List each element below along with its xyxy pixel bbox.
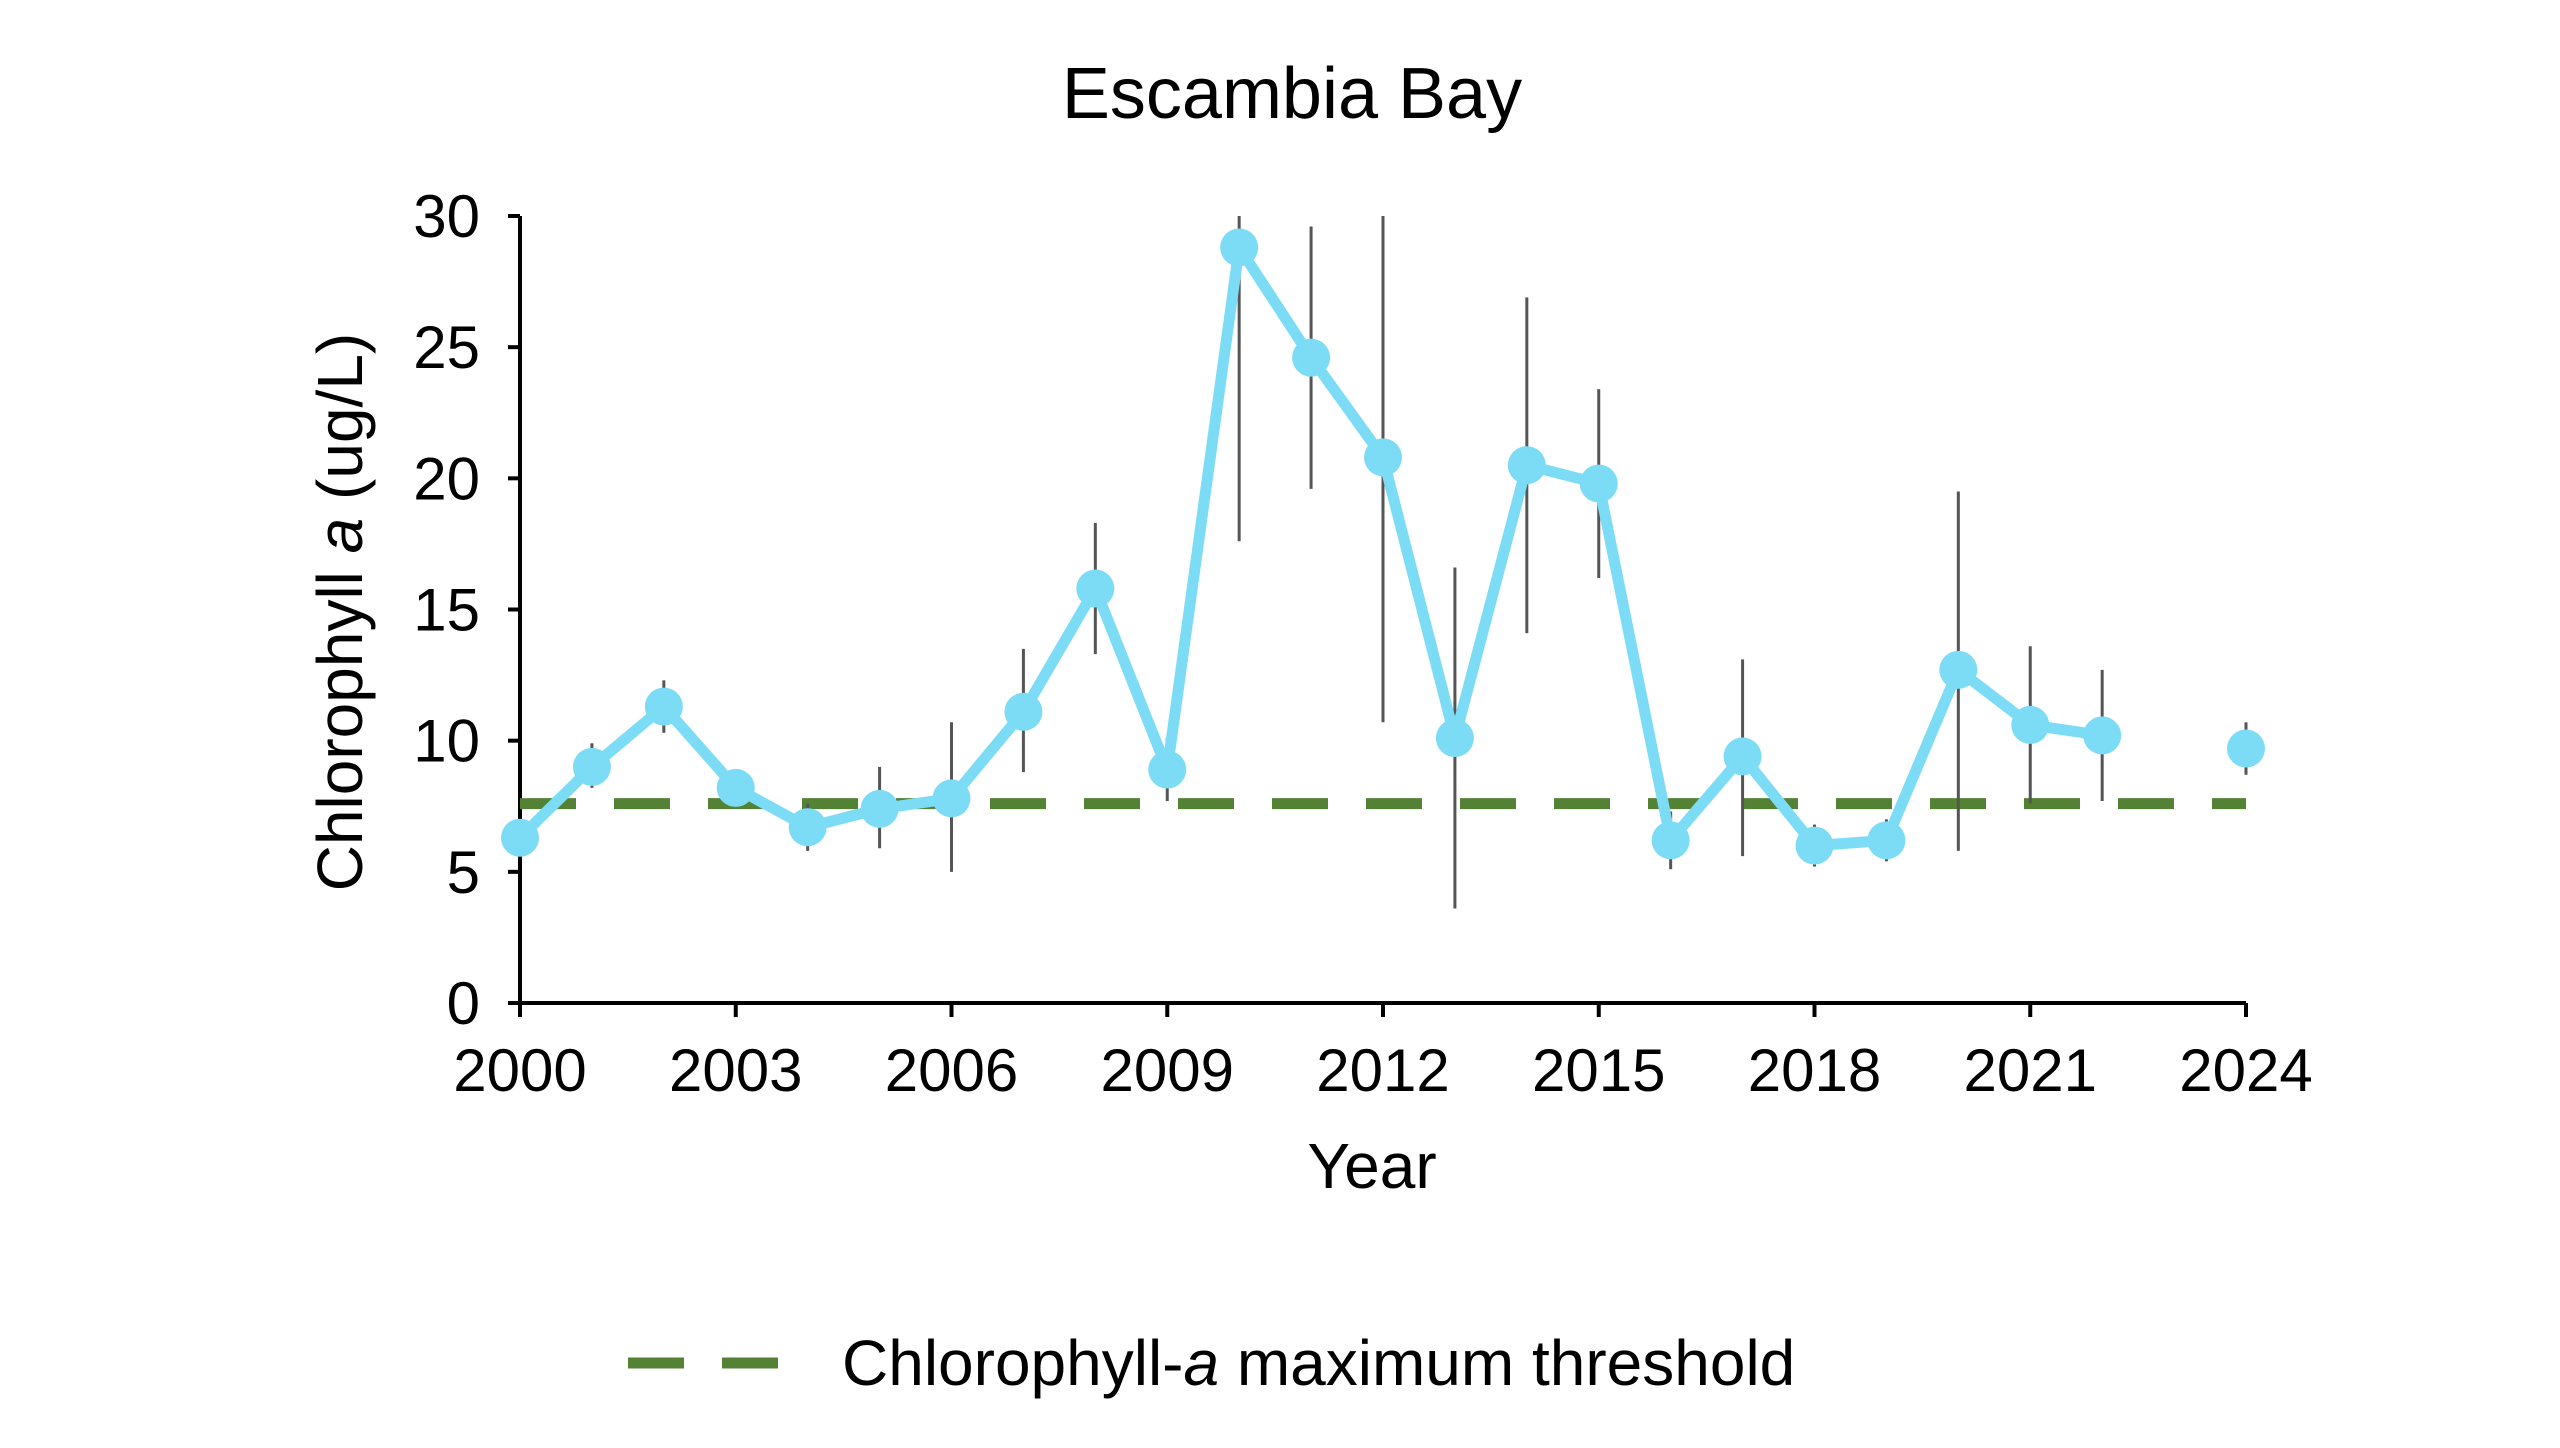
x-tick-label: 2024 — [2179, 1037, 2312, 1104]
y-tick-label: 10 — [413, 708, 480, 775]
x-tick-label: 2018 — [1748, 1037, 1881, 1104]
legend-label-italic: a — [1183, 1327, 1219, 1399]
legend-label-suffix: maximum threshold — [1219, 1327, 1795, 1399]
data-point — [1148, 750, 1187, 789]
data-point — [2227, 729, 2265, 768]
data-point — [932, 779, 971, 818]
data-point — [1220, 228, 1259, 267]
data-point — [1004, 692, 1043, 731]
y-tick-label: 15 — [413, 577, 480, 644]
data-point — [1435, 719, 1474, 758]
data-point — [788, 808, 827, 847]
legend: Chlorophyll-a maximum threshold — [628, 1327, 1795, 1399]
x-tick-label: 2000 — [453, 1037, 586, 1104]
data-point — [860, 789, 899, 828]
data-point — [1723, 737, 1762, 776]
y-tick-label: 25 — [413, 314, 480, 381]
data-point — [644, 687, 683, 726]
y-tick-label: 0 — [447, 970, 480, 1037]
data-point — [1292, 338, 1331, 377]
chart-title: Escambia Bay — [1062, 54, 1522, 134]
x-tick-label: 2012 — [1316, 1037, 1449, 1104]
y-ticks: 0 5 10 15 20 25 30 — [413, 183, 520, 1037]
data-point — [1364, 438, 1402, 477]
x-axis-label: Year — [1307, 1130, 1436, 1202]
data-point — [2083, 716, 2122, 755]
data-point — [1076, 569, 1115, 608]
data-point — [1507, 446, 1546, 485]
y-axis-label-prefix: Chlorophyll — [304, 553, 376, 891]
data-point — [501, 818, 539, 857]
data-point — [1939, 650, 1978, 689]
y-axis-label: Chlorophyll a (ug/L) — [304, 333, 376, 892]
x-tick-label: 2015 — [1532, 1037, 1665, 1104]
y-tick-label: 20 — [413, 445, 480, 512]
legend-threshold-label: Chlorophyll-a maximum threshold — [842, 1327, 1795, 1399]
x-tick-label: 2003 — [669, 1037, 802, 1104]
x-tick-label: 2006 — [885, 1037, 1018, 1104]
data-point — [716, 768, 755, 807]
x-tick-label: 2021 — [1964, 1037, 2097, 1104]
data-point — [1867, 821, 1906, 860]
y-axis-label-italic: a — [304, 518, 376, 554]
x-ticks: 2000 2003 2006 2009 2012 2015 2018 2021 2024 — [453, 1003, 2313, 1104]
data-point — [1579, 464, 1618, 503]
y-tick-label: 30 — [413, 183, 480, 250]
data-point — [572, 747, 611, 786]
y-tick-label: 5 — [447, 839, 480, 906]
data-point — [1651, 821, 1690, 860]
data-point — [2011, 705, 2050, 744]
legend-label-prefix: Chlorophyll- — [842, 1327, 1183, 1399]
x-tick-label: 2009 — [1101, 1037, 1234, 1104]
data-point — [1795, 826, 1834, 865]
series-layer — [501, 228, 2265, 865]
y-axis-label-suffix: (ug/L) — [304, 333, 376, 518]
